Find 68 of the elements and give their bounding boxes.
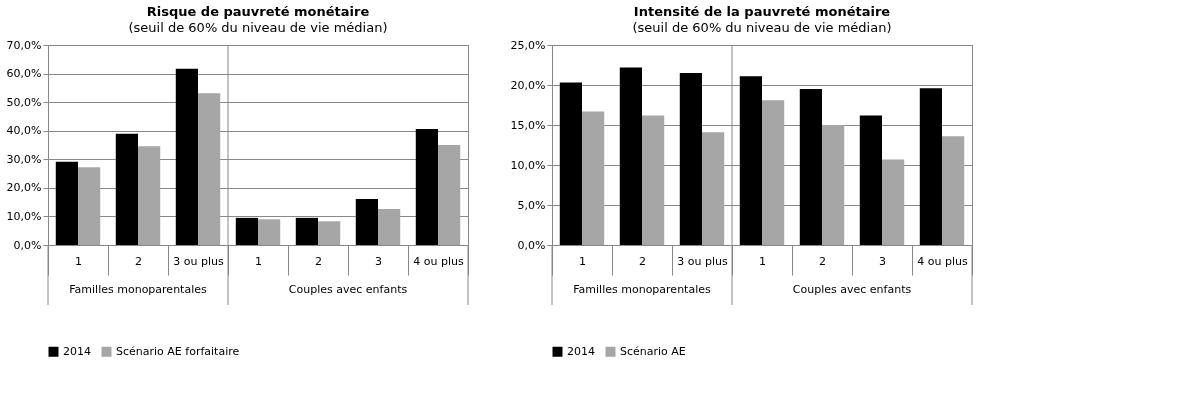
text: Familles monoparentales [573,283,711,296]
y-tick-label: 15,0% [510,118,546,132]
y-tick-label: 0,0% [517,238,546,252]
bar [582,111,605,245]
legend-label: 2014 [567,344,595,358]
chart-title: Risque de pauvreté monétaire [146,4,370,19]
y-tick-label: 20,0% [6,181,42,195]
chart-subtitle: (seuil de 60% du niveau de vie médian) [128,20,388,35]
y-tick-label: 40,0% [6,124,42,138]
bar [378,209,401,245]
bar [258,219,281,245]
x-tick-label: 1 [75,254,82,268]
y-tick-label: 20,0% [510,78,546,92]
text: Familles monoparentales [69,283,207,296]
bar [822,125,845,245]
bar [942,136,965,245]
bar [78,167,101,245]
legend-label: Scénario AE [620,344,686,358]
bar [619,67,642,245]
bar [799,89,822,245]
bar [198,93,221,245]
text: Couples avec enfants [792,283,912,296]
x-tick-label: 3 ou plus [173,254,224,268]
x-tick-label: 3 [375,254,382,268]
chart-title: Intensité de la pauvreté monétaire [633,4,891,19]
bar [415,129,438,245]
legend-label: 2014 [63,344,91,358]
bar [702,132,725,245]
bar [739,76,762,245]
bar [235,217,258,245]
y-tick-label: 10,0% [6,209,42,223]
x-tick-label: 4 ou plus [413,254,464,268]
x-tick-label: 2 [819,254,826,268]
bar [295,217,318,245]
bar [859,115,882,245]
bar [882,159,905,245]
y-tick-label: 0,0% [13,238,42,252]
x-tick-label: 3 ou plus [677,254,728,268]
y-tick-label: 70,0% [6,38,42,52]
legend-label: Scénario AE forfaitaire [116,344,240,358]
bar [559,82,582,245]
bar [55,161,78,245]
x-tick-label: 3 [879,254,886,268]
x-tick-label: 1 [579,254,586,268]
text: Couples avec enfants [288,283,408,296]
y-tick-label: 25,0% [510,38,546,52]
x-tick-label: 1 [255,254,262,268]
x-tick-label: 2 [315,254,322,268]
x-tick-label: 2 [639,254,646,268]
x-tick-label: 1 [759,254,766,268]
chart-subtitle: (seuil de 60% du niveau de vie médian) [632,20,892,35]
bar [175,68,198,245]
y-tick-label: 50,0% [6,95,42,109]
x-tick-label: 2 [135,254,142,268]
bar [919,88,942,245]
bar [138,146,161,245]
y-tick-label: 30,0% [6,152,42,166]
x-tick-label: 4 ou plus [917,254,968,268]
bar [642,115,665,245]
y-tick-label: 10,0% [510,158,546,172]
bar [438,145,461,245]
bar [355,199,378,245]
y-tick-label: 5,0% [517,198,546,212]
bar [762,100,785,245]
bar [318,221,341,245]
bar [115,133,138,245]
y-tick-label: 60,0% [6,67,42,81]
bar [679,73,702,245]
